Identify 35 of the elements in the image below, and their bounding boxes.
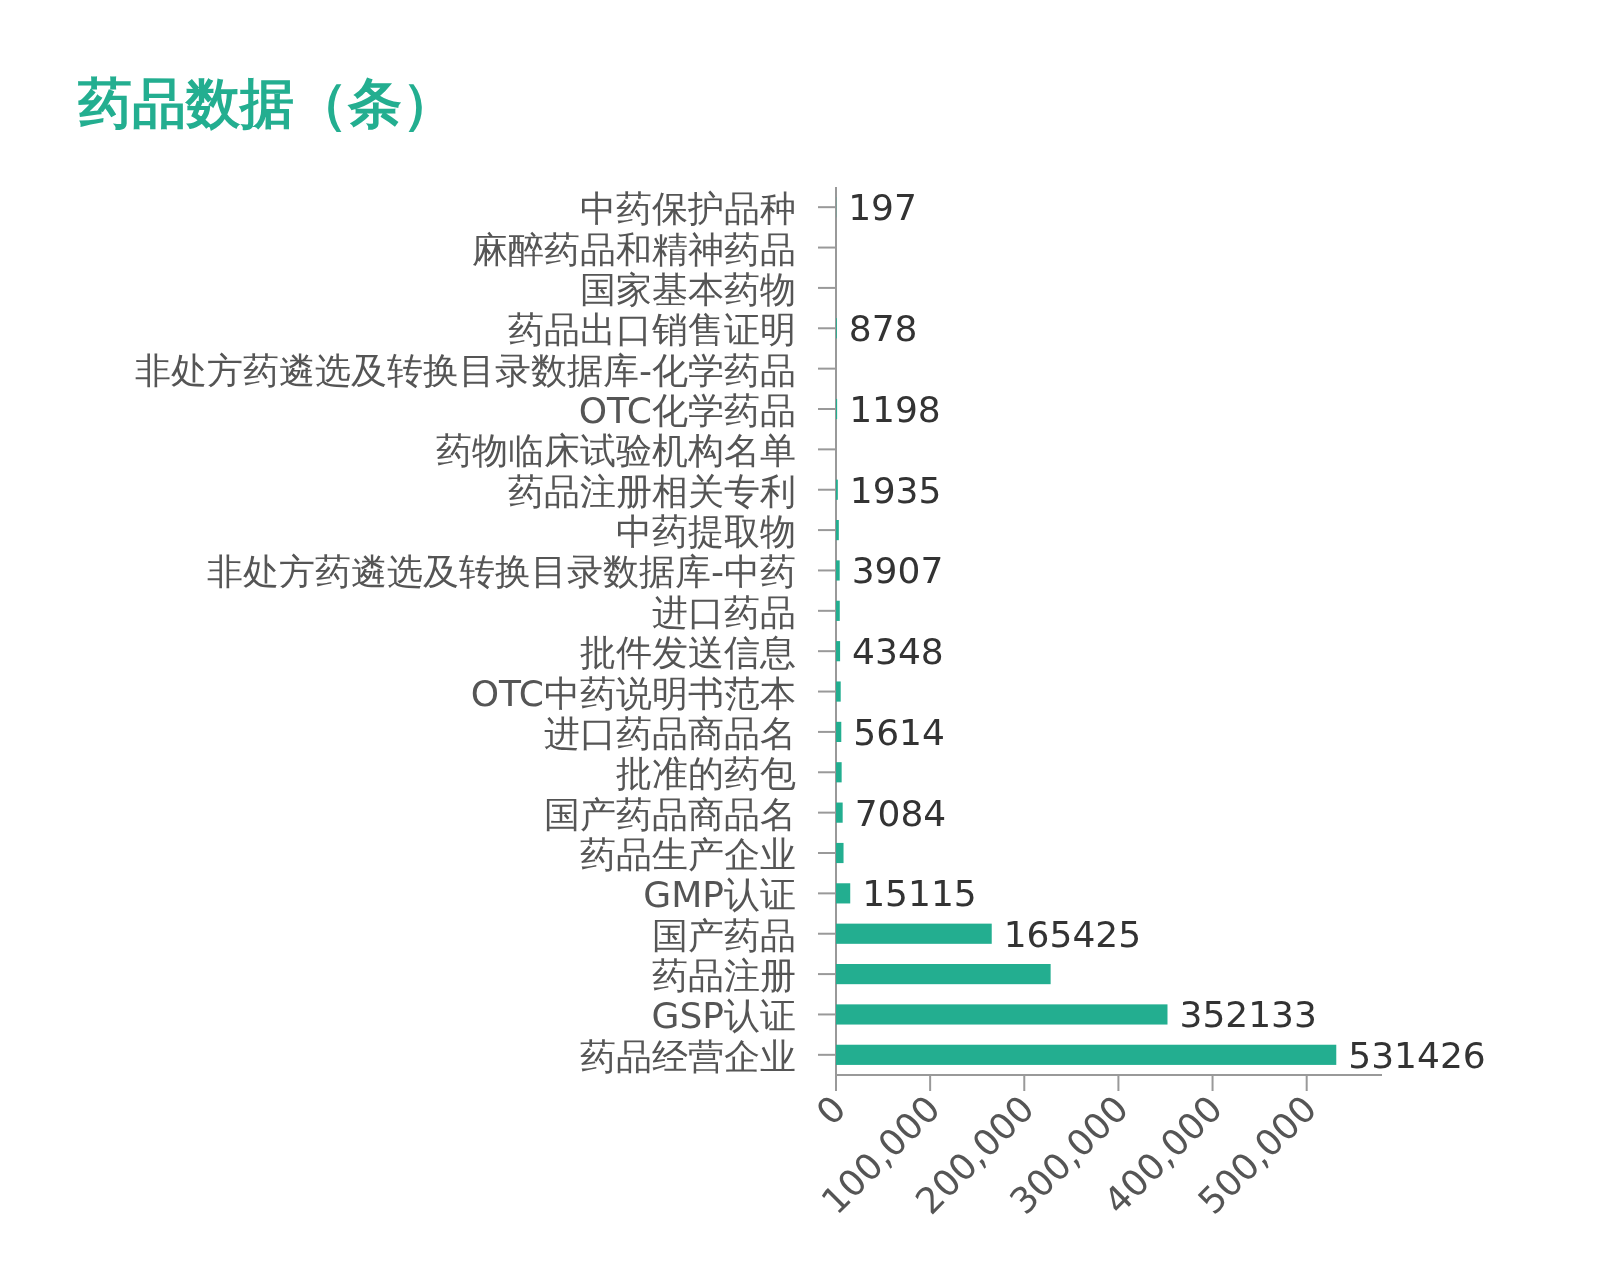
data-label: 1935 <box>849 469 942 511</box>
data-label: 531426 <box>1348 1034 1486 1076</box>
data-label: 5614 <box>853 711 945 753</box>
data-label: 7084 <box>854 792 947 834</box>
y-tick-label: 国家基本药物 <box>580 268 796 310</box>
y-tick-label: 非处方药遴选及转换目录数据库-中药 <box>207 551 796 593</box>
y-tick-label: 批准的药包 <box>616 753 796 795</box>
y-tick-label: 麻醉药品和精神药品 <box>472 228 796 270</box>
data-label: 197 <box>848 187 917 229</box>
y-tick-label: 药品生产企业 <box>580 834 796 875</box>
text: 药品数据（条） <box>77 72 456 135</box>
y-tick-label: GMP认证 <box>643 874 796 916</box>
y-tick-label: 药品经营企业 <box>580 1035 796 1077</box>
y-tick-label: GSP认证 <box>651 995 796 1037</box>
y-tick-label: 药品注册 <box>652 955 796 997</box>
data-label: 15115 <box>862 873 977 915</box>
y-tick-label: 非处方药遴选及转换目录数据库-化学药品 <box>135 349 796 391</box>
y-tick-label: 药品注册相关专利 <box>508 470 796 512</box>
y-tick-label: 药品出口销售证明 <box>508 309 796 351</box>
data-label: 878 <box>848 308 918 350</box>
y-tick-label: OTC化学药品 <box>578 390 796 431</box>
y-tick-label: 批件发送信息 <box>580 632 796 674</box>
y-tick-label: 国产药品 <box>652 914 796 956</box>
y-tick-label: 进口药品商品名 <box>544 712 796 754</box>
y-tick-label: OTC中药说明书范本 <box>470 672 796 714</box>
y-tick-label: 药物临床试验机构名单 <box>436 430 796 472</box>
data-label: 1198 <box>849 389 941 430</box>
y-tick-label: 国产药品商品名 <box>544 793 796 835</box>
data-label: 4348 <box>852 631 944 673</box>
data-label: 3907 <box>851 550 944 592</box>
y-tick-label: 中药提取物 <box>616 511 796 553</box>
data-label: 352133 <box>1179 994 1317 1036</box>
data-label: 165425 <box>1003 913 1142 955</box>
y-tick-label: 中药保护品种 <box>580 188 796 230</box>
y-tick-label: 进口药品 <box>652 591 796 633</box>
